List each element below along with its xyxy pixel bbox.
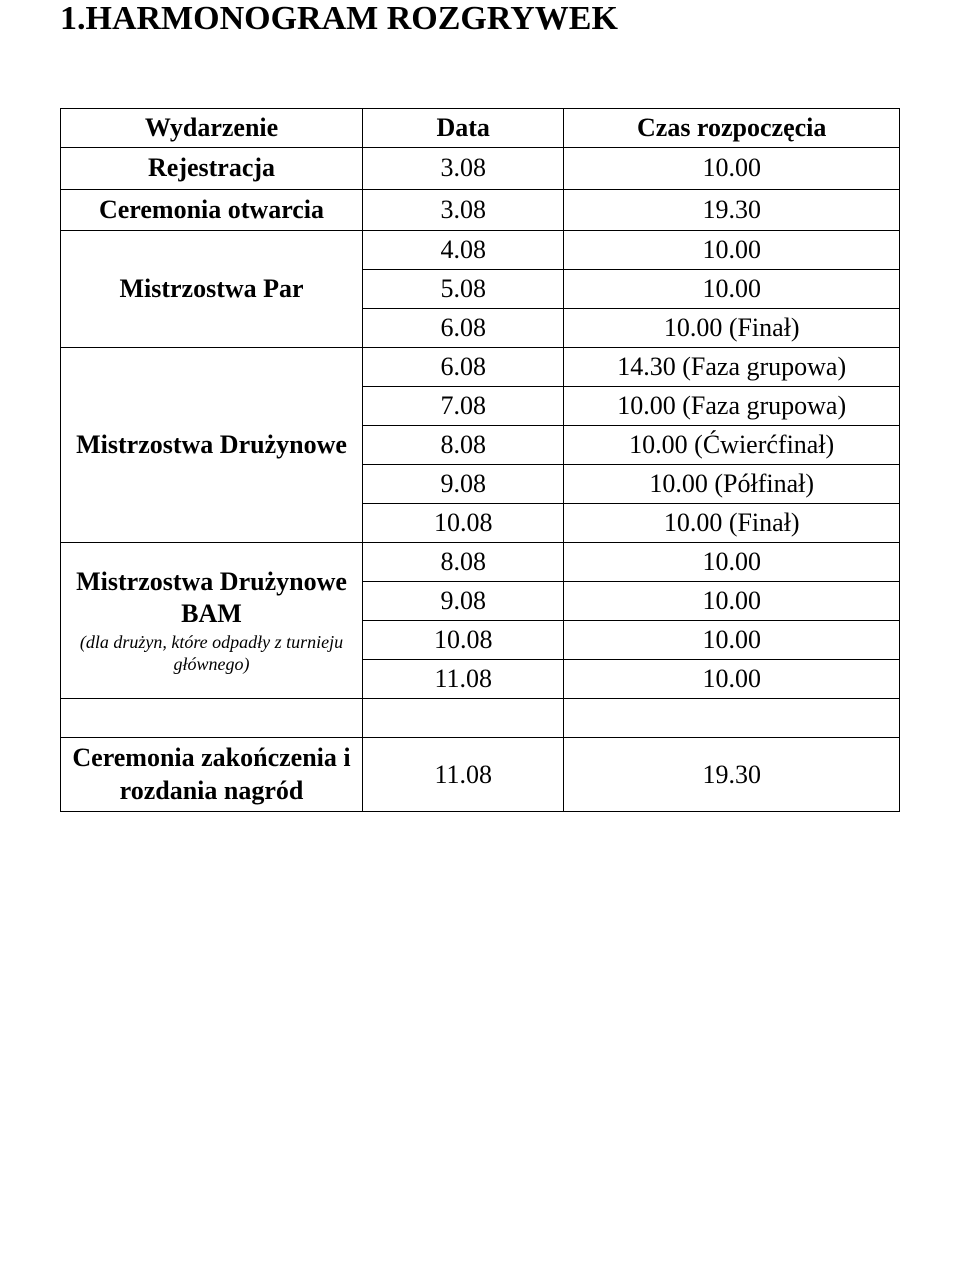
event-pairs: Mistrzostwa Par	[61, 231, 363, 348]
cell-time: 10.00 (Półfinał)	[564, 465, 900, 504]
cell-date: 8.08	[363, 543, 564, 582]
event-registration: Rejestracja	[61, 148, 363, 190]
event-bam: Mistrzostwa Drużynowe BAM (dla drużyn, k…	[61, 543, 363, 699]
table-row: Mistrzostwa Drużynowe BAM (dla drużyn, k…	[61, 543, 900, 582]
cell-time: 10.00 (Finał)	[564, 504, 900, 543]
header-time: Czas rozpoczęcia	[564, 109, 900, 148]
cell-date: 11.08	[363, 738, 564, 812]
header-date: Data	[363, 109, 564, 148]
cell-date: 6.08	[363, 348, 564, 387]
spacer-cell	[363, 699, 564, 738]
cell-date: 6.08	[363, 309, 564, 348]
cell-date: 7.08	[363, 387, 564, 426]
cell-time: 10.00 (Faza grupowa)	[564, 387, 900, 426]
cell-time: 10.00	[564, 660, 900, 699]
cell-date: 3.08	[363, 189, 564, 231]
event-teams: Mistrzostwa Drużynowe	[61, 348, 363, 543]
table-row: Rejestracja 3.08 10.00	[61, 148, 900, 190]
table-header-row: Wydarzenie Data Czas rozpoczęcia	[61, 109, 900, 148]
event-closing: Ceremonia zakończenia i rozdania nagród	[61, 738, 363, 812]
event-bam-subnote: (dla drużyn, które odpadły z turnieju gł…	[69, 631, 354, 676]
event-opening: Ceremonia otwarcia	[61, 189, 363, 231]
table-row: Mistrzostwa Par 4.08 10.00	[61, 231, 900, 270]
table-row: Mistrzostwa Drużynowe 6.08 14.30 (Faza g…	[61, 348, 900, 387]
cell-date: 8.08	[363, 426, 564, 465]
header-event: Wydarzenie	[61, 109, 363, 148]
cell-date: 9.08	[363, 465, 564, 504]
cell-time: 19.30	[564, 189, 900, 231]
event-bam-line2: BAM	[181, 599, 242, 628]
cell-date: 11.08	[363, 660, 564, 699]
cell-date: 9.08	[363, 582, 564, 621]
table-spacer	[61, 699, 900, 738]
cell-time: 10.00	[564, 148, 900, 190]
cell-date: 10.08	[363, 621, 564, 660]
cell-time: 14.30 (Faza grupowa)	[564, 348, 900, 387]
cell-date: 10.08	[363, 504, 564, 543]
cell-time: 10.00	[564, 543, 900, 582]
cell-time: 10.00	[564, 270, 900, 309]
cell-date: 4.08	[363, 231, 564, 270]
cell-time: 10.00 (Finał)	[564, 309, 900, 348]
cell-time: 10.00 (Ćwierćfinał)	[564, 426, 900, 465]
spacer-cell	[61, 699, 363, 738]
cell-time: 10.00	[564, 582, 900, 621]
cell-date: 3.08	[363, 148, 564, 190]
spacer-cell	[564, 699, 900, 738]
table-row: Ceremonia otwarcia 3.08 19.30	[61, 189, 900, 231]
table-row: Ceremonia zakończenia i rozdania nagród …	[61, 738, 900, 812]
cell-time: 19.30	[564, 738, 900, 812]
cell-time: 10.00	[564, 231, 900, 270]
page: 1.HARMONOGRAM ROZGRYWEK Wydarzenie Data …	[0, 0, 960, 872]
cell-date: 5.08	[363, 270, 564, 309]
cell-time: 10.00	[564, 621, 900, 660]
page-title: 1.HARMONOGRAM ROZGRYWEK	[60, 0, 900, 38]
event-bam-line1: Mistrzostwa Drużynowe	[76, 567, 347, 596]
schedule-table: Wydarzenie Data Czas rozpoczęcia Rejestr…	[60, 108, 900, 812]
